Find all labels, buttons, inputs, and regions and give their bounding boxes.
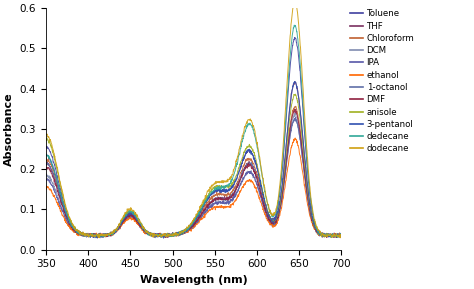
Legend: Toluene, THF, Chloroform, DCM, IPA, ethanol, 1-octanol, DMF, anisole, 3-pentanol: Toluene, THF, Chloroform, DCM, IPA, etha… [348,8,416,155]
X-axis label: Wavelength (nm): Wavelength (nm) [140,275,247,285]
Y-axis label: Absorbance: Absorbance [4,92,14,166]
